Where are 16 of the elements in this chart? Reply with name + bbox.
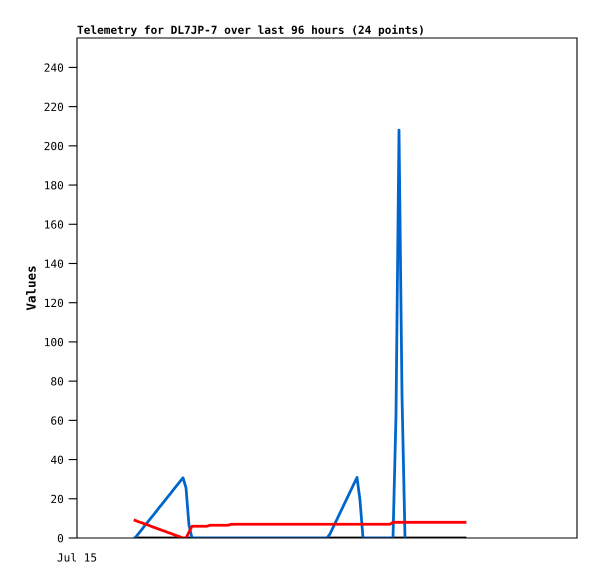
- y-tick-label: 240: [44, 63, 64, 72]
- y-tick-label: 100: [45, 338, 64, 346]
- y-tick-label: 60: [51, 416, 64, 425]
- text: Jul 15: [58, 553, 96, 562]
- y-tick-label: 160: [45, 220, 64, 229]
- y-tick-label: 40: [50, 456, 64, 464]
- y-tick-label: 200: [44, 142, 64, 150]
- chart-title: Telemetry for DL7JP-7 over last 96 hours (24 points): [77, 24, 423, 36]
- y-tick-label: 20: [51, 494, 64, 504]
- y-tick-label: 140: [45, 259, 64, 268]
- y-tick-label: 0: [58, 534, 64, 542]
- y-axis-title: Values: [26, 266, 36, 310]
- y-tick-label: 220: [44, 102, 64, 112]
- y-tick-label: 120: [45, 298, 64, 308]
- y-tick-label: 180: [45, 181, 64, 190]
- y-tick-label: 80: [51, 377, 64, 386]
